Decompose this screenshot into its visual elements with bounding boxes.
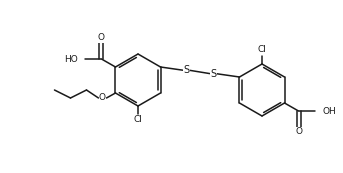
Text: O: O [99,93,106,102]
Text: O: O [295,128,302,136]
Text: Cl: Cl [133,116,142,125]
Text: OH: OH [322,107,336,116]
Text: Cl: Cl [258,45,267,54]
Text: O: O [98,34,105,43]
Text: HO: HO [64,54,78,63]
Text: S: S [210,69,216,79]
Text: S: S [184,65,190,75]
